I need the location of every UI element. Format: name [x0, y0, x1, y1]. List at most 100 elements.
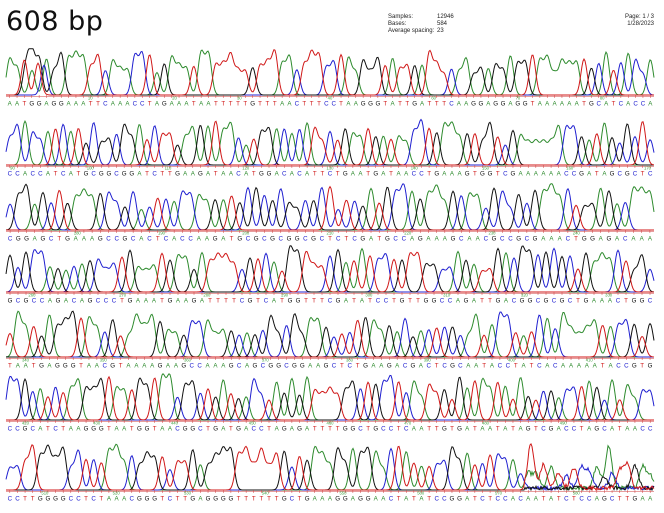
base-call: A	[472, 298, 477, 305]
base-call: C	[389, 426, 394, 433]
base-call: T	[427, 496, 431, 503]
base-call: A	[526, 496, 531, 503]
base-call: A	[538, 101, 543, 108]
base-call: A	[486, 101, 491, 108]
base-call: T	[427, 171, 431, 178]
position-label: 170	[644, 166, 652, 171]
base-call: C	[623, 236, 628, 243]
base-call: A	[558, 236, 563, 243]
base-call: A	[608, 298, 613, 305]
base-call: G	[361, 101, 366, 108]
base-call: A	[541, 236, 546, 243]
base-call: T	[356, 363, 360, 370]
base-call: C	[15, 171, 20, 178]
base-call: G	[98, 236, 103, 243]
base-call: G	[137, 496, 142, 503]
position-label: 390	[424, 358, 432, 363]
base-call: A	[290, 171, 295, 178]
base-call: A	[344, 298, 349, 305]
spacing-label: Average spacing:	[388, 28, 435, 34]
base-call: G	[128, 298, 133, 305]
base-call: A	[587, 426, 592, 433]
base-call: G	[88, 298, 93, 305]
base-call: A	[150, 363, 155, 370]
position-label: 380	[346, 358, 354, 363]
base-call: T	[450, 426, 454, 433]
base-call: A	[391, 101, 396, 108]
base-call: T	[221, 101, 225, 108]
trace-line-A	[6, 119, 654, 166]
base-call: G	[411, 363, 416, 370]
base-call: C	[564, 426, 569, 433]
base-call: T	[237, 496, 241, 503]
base-call: G	[343, 171, 348, 178]
base-call: G	[457, 496, 462, 503]
base-call: C	[246, 236, 251, 243]
base-call: C	[633, 101, 638, 108]
base-call: A	[374, 496, 379, 503]
base-call: A	[82, 236, 87, 243]
base-call: C	[458, 363, 463, 370]
base-call: G	[228, 496, 233, 503]
base-call: G	[368, 101, 373, 108]
base-call: T	[61, 426, 65, 433]
base-call: G	[122, 171, 127, 178]
position-label: 440	[171, 421, 179, 426]
base-call: G	[221, 496, 226, 503]
base-call: C	[168, 496, 173, 503]
base-call: G	[145, 496, 150, 503]
base-call: T	[572, 496, 576, 503]
base-call: G	[158, 363, 163, 370]
base-call: G	[190, 426, 195, 433]
base-call: T	[366, 426, 370, 433]
base-call: C	[518, 496, 523, 503]
position-label: 160	[566, 166, 574, 171]
base-call: C	[103, 363, 108, 370]
base-call: G	[412, 101, 417, 108]
base-call: A	[69, 171, 74, 178]
base-call: C	[427, 363, 432, 370]
trace-line-C	[5, 118, 655, 166]
base-call: C	[297, 171, 302, 178]
base-call: T	[54, 171, 58, 178]
base-call: A	[557, 171, 562, 178]
base-call: C	[624, 363, 629, 370]
base-call: T	[392, 298, 396, 305]
base-call: G	[268, 363, 273, 370]
base-call: C	[602, 426, 607, 433]
base-call: T	[214, 171, 218, 178]
base-call: G	[450, 363, 455, 370]
base-call: A	[640, 496, 645, 503]
base-call: G	[250, 101, 255, 108]
base-call: A	[320, 496, 325, 503]
base-call: A	[567, 101, 572, 108]
base-call: A	[610, 426, 615, 433]
base-call: A	[395, 363, 400, 370]
base-call: T	[328, 236, 332, 243]
base-call: A	[480, 426, 485, 433]
base-call: C	[449, 101, 454, 108]
base-call: A	[126, 363, 131, 370]
base-call: A	[412, 426, 417, 433]
base-call: G	[584, 298, 589, 305]
base-call: C	[442, 363, 447, 370]
position-label: 450	[249, 421, 257, 426]
base-call: A	[137, 171, 142, 178]
base-call: G	[471, 101, 476, 108]
base-call: T	[148, 101, 152, 108]
base-call: T	[397, 426, 401, 433]
trace-line-G	[5, 183, 654, 231]
base-call: T	[624, 298, 628, 305]
base-call: C	[324, 101, 329, 108]
base-call: G	[61, 496, 66, 503]
base-call: G	[183, 426, 188, 433]
page-number: Page: 1 / 3	[624, 14, 654, 20]
base-call: A	[24, 363, 29, 370]
base-call: A	[33, 236, 38, 243]
base-call: G	[560, 298, 565, 305]
base-call: G	[38, 496, 43, 503]
base-call: A	[508, 101, 513, 108]
base-call: A	[290, 426, 295, 433]
base-call: T	[366, 171, 370, 178]
base-call: T	[206, 426, 210, 433]
